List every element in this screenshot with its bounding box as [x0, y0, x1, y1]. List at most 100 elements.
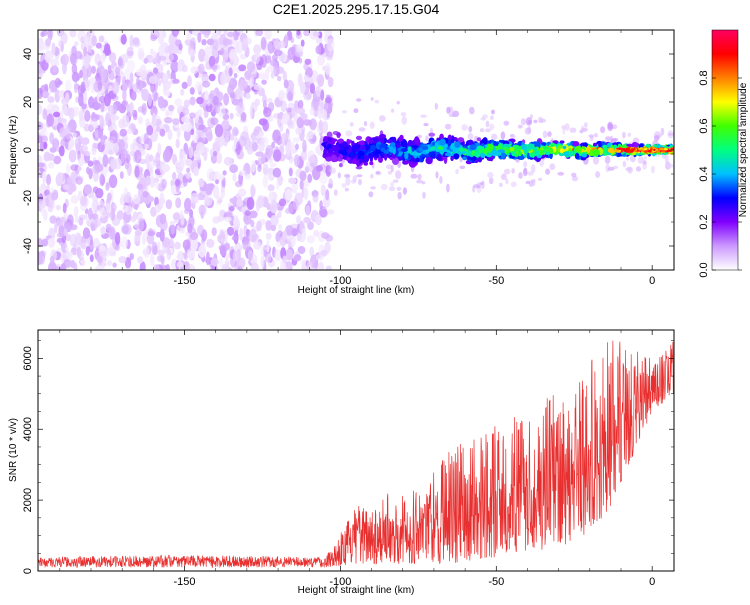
spectrogram-cell: [74, 41, 79, 47]
spectrogram-cell: [166, 89, 171, 97]
spectrogram-cell: [627, 132, 632, 137]
spectrogram-cell: [114, 232, 121, 246]
spectrogram-cell: [66, 176, 74, 183]
spectrogram-cell: [369, 121, 375, 129]
spectrogram-cell: [490, 115, 494, 121]
spectrogram-cell: [572, 141, 580, 147]
spectrogram-cell: [388, 186, 396, 192]
spectrogram-cell: [391, 108, 395, 113]
spectrogram-cell: [637, 156, 645, 164]
spectrogram-cell: [48, 261, 57, 270]
spectrogram-cell: [249, 105, 254, 120]
spectrogram-cell: [410, 173, 418, 179]
spectrogram-cell: [232, 78, 238, 88]
spectrogram-cell: [313, 230, 320, 237]
spectrogram-cell: [295, 126, 303, 136]
spectrogram-cell: [562, 128, 566, 135]
spectrogram-cell: [163, 116, 173, 124]
spectrogram-cell: [306, 235, 315, 244]
spectrogram-cell: [453, 153, 460, 160]
spectrogram-cell: [670, 147, 674, 151]
spectrogram-cell: [296, 215, 301, 225]
spectrogram-cell: [94, 163, 104, 172]
spectrogram-cell: [215, 179, 219, 185]
spectrogram-cell: [65, 92, 70, 104]
spectrogram-cell: [177, 64, 183, 72]
spectrogram-cell: [201, 229, 208, 242]
spectrogram-cell: [669, 163, 674, 168]
spectrogram-cell: [228, 48, 238, 61]
spectrogram-cell: [448, 113, 456, 118]
spectrogram-cell: [318, 119, 323, 131]
spectrogram-cell: [193, 166, 199, 177]
spectrogram-cell: [251, 142, 259, 152]
spectrogram-cell: [262, 119, 269, 132]
spectrogram-cell: [164, 46, 171, 56]
spectrogram-cell: [338, 149, 343, 154]
spectrogram-cell: [370, 144, 377, 150]
x-tick-label: 0: [649, 275, 655, 287]
y-tick-label: 20: [22, 96, 34, 108]
spectrogram-cell: [485, 128, 491, 133]
spectrogram-cell: [575, 145, 582, 152]
spectrogram-cell: [414, 136, 420, 145]
spectrogram-cell: [330, 102, 334, 107]
spectrogram-cell: [150, 34, 157, 42]
spectrogram-cell: [515, 158, 520, 163]
spectrogram-cell: [89, 254, 94, 263]
spectrogram-cell: [286, 262, 292, 270]
spectrogram-cell: [338, 162, 343, 168]
spectrogram-cell: [202, 80, 211, 88]
spectrogram-cell: [358, 178, 362, 186]
spectrogram-cell: [616, 151, 622, 158]
spectrogram-cell: [238, 135, 247, 147]
spectrogram-cell: [263, 249, 268, 258]
spectrogram-cell: [386, 164, 392, 170]
spectrogram-cell: [467, 133, 474, 140]
spectrogram-cell: [533, 119, 538, 124]
spectrogram-cell: [47, 202, 54, 213]
spectrogram-cell: [139, 64, 147, 79]
spectrogram-cell: [264, 55, 272, 64]
spectrogram-cell: [626, 157, 630, 161]
spectrogram-cell: [660, 127, 665, 136]
spectrogram-cell: [221, 120, 230, 130]
spectrogram-cell: [284, 188, 293, 201]
spectrogram-cell: [47, 96, 55, 103]
spectrogram-cell: [299, 171, 307, 182]
spectrogram-cell: [202, 147, 210, 153]
spectrogram-cell: [257, 196, 264, 208]
spectrogram-cell: [278, 198, 287, 207]
spectrogram-cell: [166, 248, 172, 261]
spectrogram-cell: [189, 87, 195, 95]
spectrogram-cell: [284, 33, 289, 46]
spectrogram-cell: [69, 224, 78, 231]
spectrogram-cell: [272, 167, 282, 178]
spectrogram-cell: [129, 150, 135, 157]
spectrogram-cell: [643, 150, 648, 153]
spectrogram-cell: [69, 30, 77, 38]
spectrogram-cell: [65, 79, 72, 93]
spectrogram-cell: [157, 96, 165, 109]
spectrogram-cell: [159, 254, 165, 262]
spectrogram-cell: [159, 213, 167, 225]
spectrogram-cell: [109, 226, 116, 240]
spectrogram-cell: [291, 181, 298, 194]
spectrogram-cell: [592, 155, 600, 165]
spectrogram-cell: [489, 123, 495, 131]
spectrogram-cell: [368, 137, 373, 144]
spectrogram-cell: [141, 103, 147, 116]
y-tick-label: 4000: [22, 417, 34, 441]
spectrogram-cell: [214, 124, 224, 138]
spectrogram-cell: [88, 96, 95, 109]
spectrogram-cell: [119, 171, 124, 180]
spectrogram-cell: [327, 143, 332, 149]
spectrogram-cell: [327, 183, 333, 189]
spectrogram-cell: [530, 164, 536, 173]
spectrogram-cell: [193, 149, 201, 159]
spectrogram-cell: [317, 54, 325, 66]
spectrogram-cell: [296, 30, 301, 36]
spectrogram-cell: [407, 139, 414, 148]
spectrogram-cell: [145, 153, 151, 166]
spectrogram-cell: [108, 174, 118, 189]
